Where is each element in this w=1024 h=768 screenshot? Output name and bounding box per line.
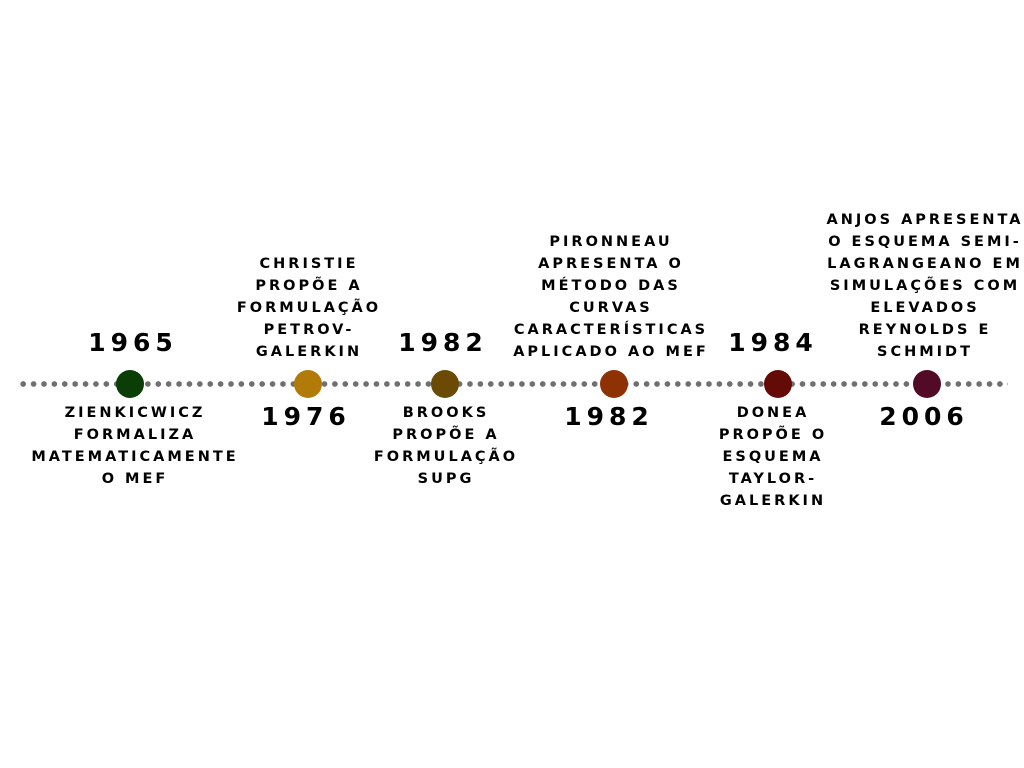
event-label-line: PROPÕE O [718, 427, 828, 443]
event-label-1976: CHRISTIE PROPÕE A FORMULAÇÃO PETROV- GAL… [224, 253, 394, 363]
event-label-2006: ANJOS APRESENTA O ESQUEMA SEMI- LAGRANGE… [826, 209, 1024, 363]
event-label-line: CARACTERÍSTICAS [513, 322, 709, 338]
event-label-line: FORMALIZA [73, 427, 197, 443]
event-label-line: ESQUEMA [722, 449, 824, 465]
event-label-line: GALERKIN [719, 493, 827, 509]
event-label-line: LAGRANGEANO EM [827, 256, 1023, 272]
event-label-line: MATEMATICAMENTE [31, 449, 239, 465]
event-label-line: SIMULAÇÕES COM [829, 278, 1021, 294]
timeline-dotted-line [18, 381, 1008, 387]
event-label-line: SUPG [417, 471, 475, 487]
event-label-line: SCHMIDT [877, 344, 973, 360]
event-label-line: ANJOS APRESENTA [826, 212, 1024, 228]
event-label-line: PROPÕE A [255, 278, 363, 294]
event-year-1982-pironneau: 1982 [564, 402, 654, 431]
timeline-node-1982-pironneau [600, 370, 628, 398]
event-label-line: CHRISTIE [259, 256, 359, 272]
event-label-line: FORMULAÇÃO [236, 300, 382, 316]
event-label-line: PIRONNEAU [549, 234, 673, 250]
event-label-line: TAYLOR- [728, 471, 818, 487]
event-label-line: BROOKS [402, 405, 490, 421]
event-label-line: GALERKIN [255, 344, 363, 360]
event-label-line: APRESENTA O [538, 256, 684, 272]
event-label-1982-brooks: BROOKS PROPÕE A FORMULAÇÃO SUPG [366, 402, 526, 490]
event-year-2006: 2006 [879, 402, 969, 431]
event-label-1982-pironneau: PIRONNEAU APRESENTA O MÉTODO DAS CURVAS … [506, 231, 716, 363]
timeline-node-1982-brooks [431, 370, 459, 398]
event-label-1984: DONEA PROPÕE O ESQUEMA TAYLOR- GALERKIN [703, 402, 843, 512]
timeline-node-1984 [764, 370, 792, 398]
event-label-line: PROPÕE A [392, 427, 500, 443]
event-year-1982-brooks: 1982 [398, 328, 488, 357]
event-label-line: APLICADO AO MEF [513, 344, 709, 360]
event-year-1965: 1965 [88, 328, 178, 357]
event-label-line: FORMULAÇÃO [373, 449, 519, 465]
event-label-line: MÉTODO DAS [541, 278, 681, 294]
event-label-line: ZIENKICWICZ [64, 405, 206, 421]
event-label-line: REYNOLDS E [858, 322, 992, 338]
event-year-1976: 1976 [261, 402, 351, 431]
timeline-node-1965 [116, 370, 144, 398]
event-label-1965: ZIENKICWICZ FORMALIZA MATEMATICAMENTE O … [30, 402, 240, 490]
event-label-line: O ESQUEMA SEMI- [828, 234, 1022, 250]
timeline-node-2006 [913, 370, 941, 398]
event-label-line: CURVAS [569, 300, 653, 316]
event-year-1984: 1984 [728, 328, 818, 357]
event-label-line: O MEF [101, 471, 169, 487]
event-label-line: PETROV- [263, 322, 355, 338]
event-label-line: DONEA [736, 405, 810, 421]
timeline-node-1976 [294, 370, 322, 398]
event-label-line: ELEVADOS [870, 300, 980, 316]
